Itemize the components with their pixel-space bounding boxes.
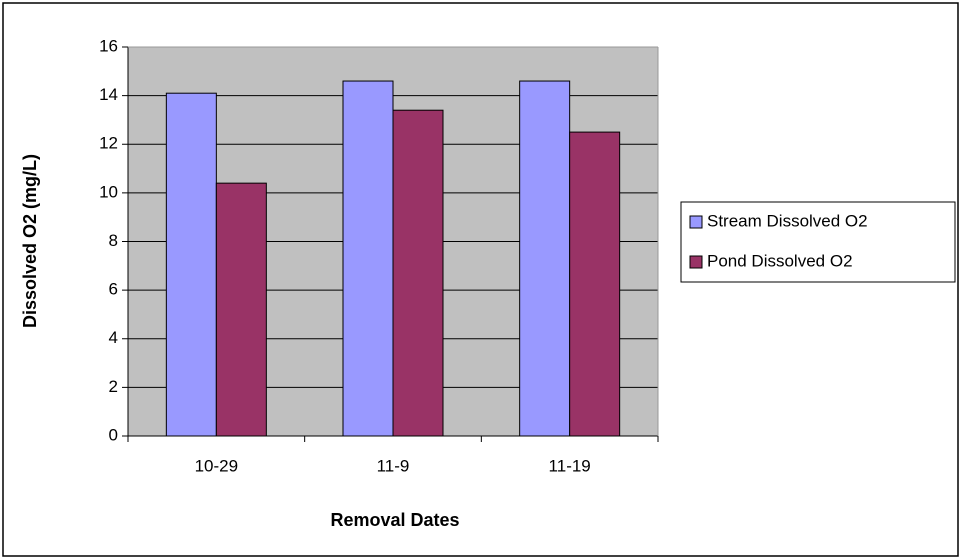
legend-box [680,201,956,283]
legend-label: Stream Dissolved O2 [707,211,868,230]
y-tick-label: 16 [99,36,118,55]
y-tick-label: 12 [99,134,118,153]
bar [165,92,217,437]
y-tick-label: 8 [109,231,118,250]
y-tick-label: 0 [109,425,118,444]
bar [569,131,621,437]
y-axis-title: Dissolved O2 (mg/L) [20,154,40,328]
y-tick-label: 4 [109,328,118,347]
bar [519,80,571,437]
y-tick-label: 6 [109,280,118,299]
legend-swatch [689,255,703,269]
x-tick-label: 10-29 [195,456,238,475]
x-tick-label: 11-9 [377,456,410,475]
bar [392,109,444,437]
legend-swatch [689,215,703,229]
x-axis-title: Removal Dates [330,510,459,530]
legend-label: Pond Dissolved O2 [707,251,853,270]
y-tick-label: 14 [99,85,118,104]
y-tick-label: 2 [109,377,118,396]
x-tick-label: 11-19 [549,456,591,475]
bar [342,80,394,437]
bar [215,182,267,437]
y-tick-label: 10 [99,182,118,201]
